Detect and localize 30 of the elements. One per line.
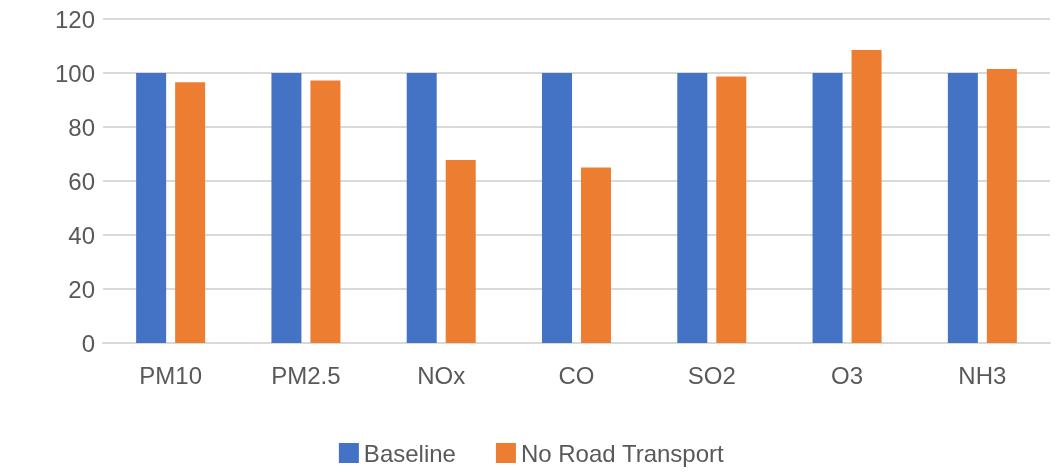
x-tick-label: PM2.5: [271, 361, 341, 389]
bar: [851, 50, 882, 343]
legend-label: No Road Transport: [520, 439, 725, 467]
bar: [310, 80, 341, 343]
x-tick-label: O3: [831, 361, 864, 389]
y-tick-label: 0: [81, 329, 95, 357]
x-tick-label: NOx: [417, 361, 466, 389]
bar: [812, 73, 843, 343]
bar: [542, 73, 572, 343]
bar: [986, 68, 1017, 343]
bar: [716, 76, 747, 343]
y-tick-label: 80: [68, 113, 95, 141]
y-tick-label: 20: [68, 275, 95, 303]
bar: [581, 167, 611, 343]
x-tick-label: CO: [558, 361, 595, 389]
bar: [175, 82, 206, 343]
legend-label: Baseline: [363, 439, 456, 467]
x-tick-label: NH3: [958, 361, 1007, 389]
bar: [406, 73, 437, 343]
x-tick-label: SO2: [687, 361, 736, 389]
bar: [136, 73, 167, 343]
bar: [677, 73, 708, 343]
y-tick-label: 100: [54, 59, 95, 87]
y-tick-label: 40: [68, 221, 95, 249]
y-tick-label: 60: [68, 167, 95, 195]
y-tick-label: 120: [54, 5, 95, 33]
bar: [947, 73, 978, 343]
bar: [271, 73, 302, 343]
bar: [445, 159, 476, 343]
x-tick-label: PM10: [139, 361, 202, 389]
